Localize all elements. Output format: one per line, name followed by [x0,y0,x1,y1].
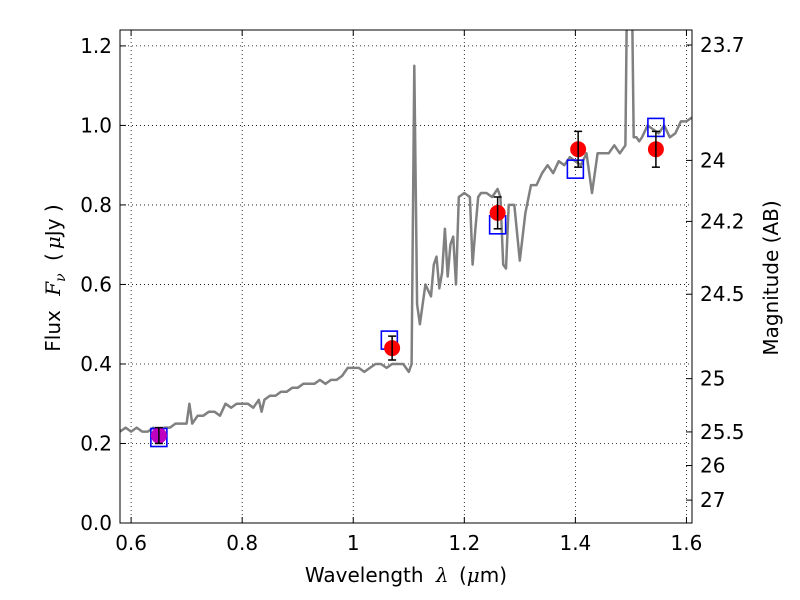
y-tick-label: 1.0 [80,113,112,137]
plot-background [120,30,692,523]
mag-tick-label: 25 [700,367,725,391]
mag-tick-label: 24 [700,148,725,172]
model-point [566,159,585,179]
y-axis-title-symbol: F [41,281,65,297]
plot-frame [119,29,693,524]
mag-tick-label: 26 [700,454,725,478]
y-axis-title-unit-open: ( [41,253,65,261]
x-axis-title-unit-rest: m) [480,563,507,587]
y-axis-title-unit-mu: μ [41,236,65,249]
spectrum-line [120,30,692,433]
y-tick-label: 0.2 [80,431,112,455]
mag-tick-label: 24.2 [700,209,745,233]
mag-tick-label: 27 [700,488,725,512]
x-axis-title-unit-open: ( [459,563,467,587]
y-axis-title: Flux Fν ( μJy ) [41,204,70,351]
y-tick-label: 0.4 [80,352,112,376]
x-axis-title-unit-mu: μ [467,563,480,587]
y-tick-label: 0.8 [80,193,112,217]
tick-labels: 0.6 0.8 1 1.2 1.4 1.6 0.0 0.2 0.4 0.6 0.8 1.0 1.2 23.… [80,33,744,555]
x-axis-title: Wavelength λ (μm) [305,563,507,587]
mag-tick-label: 25.5 [700,420,745,444]
y-axis-title-text: Flux [41,310,65,352]
mag-tick-label: 24.5 [700,282,745,306]
y-tick-label: 0.6 [80,272,112,296]
x-tick-label: 0.8 [226,531,258,555]
y-axis-title-subscript: ν [53,273,69,282]
x-tick-label: 1.4 [559,531,591,555]
y-tick-label: 0.0 [80,511,112,535]
x-axis-title-symbol: λ [435,563,449,587]
mag-tick-label: 23.7 [700,33,745,57]
x-tick-label: 1 [347,531,360,555]
y-tick-label: 1.2 [80,34,112,58]
ticks [120,30,692,524]
x-tick-label: 1.2 [448,531,480,555]
y2-axis-title: Magnitude (AB) [759,200,783,355]
y-axis-title-unit-rest: Jy ) [41,204,65,238]
spectrum-layer [120,30,692,433]
obs-layer [150,130,664,445]
x-tick-label: 0.6 [115,531,147,555]
x-axis-title-text: Wavelength [305,563,424,587]
x-tick-label: 1.6 [671,531,703,555]
